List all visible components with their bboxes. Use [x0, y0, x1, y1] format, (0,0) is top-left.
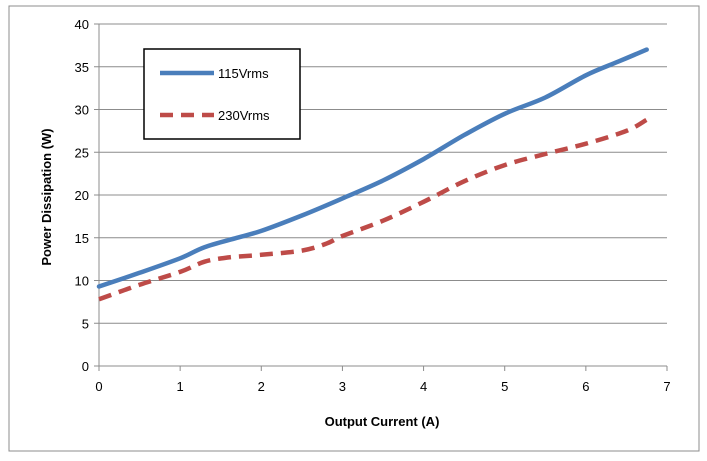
y-tick-label: 40	[75, 17, 89, 32]
legend-label-115vrms: 115Vrms	[218, 66, 269, 81]
x-tick-label: 1	[177, 379, 184, 394]
x-tick-label: 2	[258, 379, 265, 394]
y-axis-title: Power Dissipation (W)	[39, 128, 54, 265]
y-tick-label: 5	[82, 316, 89, 331]
series-line-230vrms	[98, 117, 648, 302]
y-tick-label: 10	[75, 274, 89, 289]
x-tick-label: 7	[663, 379, 670, 394]
series-lines	[96, 47, 649, 302]
legend-box	[143, 48, 301, 140]
gridlines	[99, 23, 667, 324]
legend: 115Vrms 230Vrms	[143, 48, 301, 140]
x-tick-label: 5	[501, 379, 508, 394]
y-tick-label: 35	[75, 60, 89, 75]
y-tick-label: 20	[75, 188, 89, 203]
chart-border	[8, 5, 700, 452]
y-tick-label: 30	[75, 103, 89, 118]
x-axis-title: Output Current (A)	[325, 414, 440, 429]
y-tick-label: 0	[82, 359, 89, 374]
axes: 0 5 10 15 20 25 30 35 40 0 1 2 3 4 5 6 7	[75, 17, 671, 394]
y-tick-label: 15	[75, 231, 89, 246]
x-tick-label: 3	[339, 379, 346, 394]
y-tick-label: 25	[75, 145, 89, 160]
x-tick-label: 6	[582, 379, 589, 394]
x-tick-label: 4	[420, 379, 427, 394]
legend-label-230vrms: 230Vrms	[218, 108, 270, 123]
x-tick-label: 0	[95, 379, 102, 394]
series-line-115vrms	[96, 47, 649, 289]
